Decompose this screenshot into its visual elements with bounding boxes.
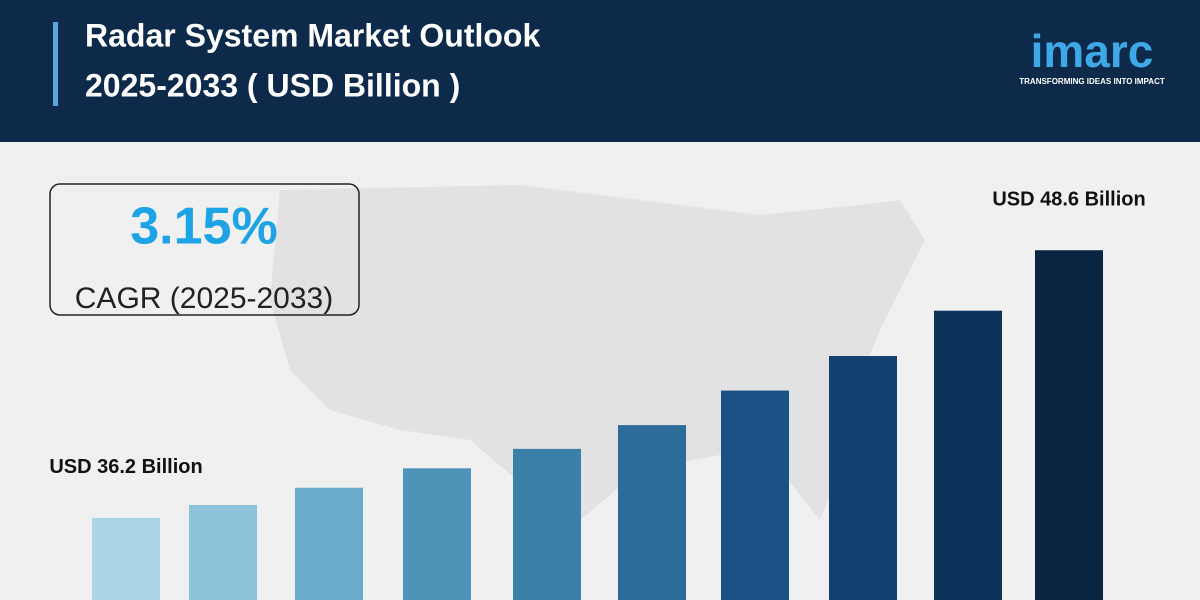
bar bbox=[295, 487, 363, 600]
bar bbox=[189, 505, 257, 600]
accent-bar bbox=[53, 22, 58, 106]
cagr-label: CAGR (2025-2033) bbox=[75, 282, 333, 315]
bar bbox=[513, 448, 581, 600]
bar bbox=[1035, 250, 1103, 600]
cagr-value: 3.15% bbox=[130, 198, 277, 256]
title-line: Radar System Market Outlook bbox=[85, 17, 540, 53]
bar bbox=[92, 517, 160, 600]
bar bbox=[618, 425, 686, 600]
bar bbox=[403, 468, 471, 600]
logo-name: imarc bbox=[1031, 25, 1154, 77]
bar bbox=[934, 310, 1002, 600]
cagr-box bbox=[49, 183, 360, 316]
value-label: USD 36.2 Billion bbox=[49, 456, 202, 478]
title-line: 2025-2033 ( USD Billion ) bbox=[85, 67, 460, 103]
value-label: USD 48.6 Billion bbox=[992, 189, 1145, 211]
header bbox=[0, 0, 1200, 142]
logo-tagline: TRANSFORMING IDEAS INTO IMPACT bbox=[1019, 77, 1165, 86]
bar bbox=[829, 356, 897, 600]
bar bbox=[721, 390, 789, 600]
